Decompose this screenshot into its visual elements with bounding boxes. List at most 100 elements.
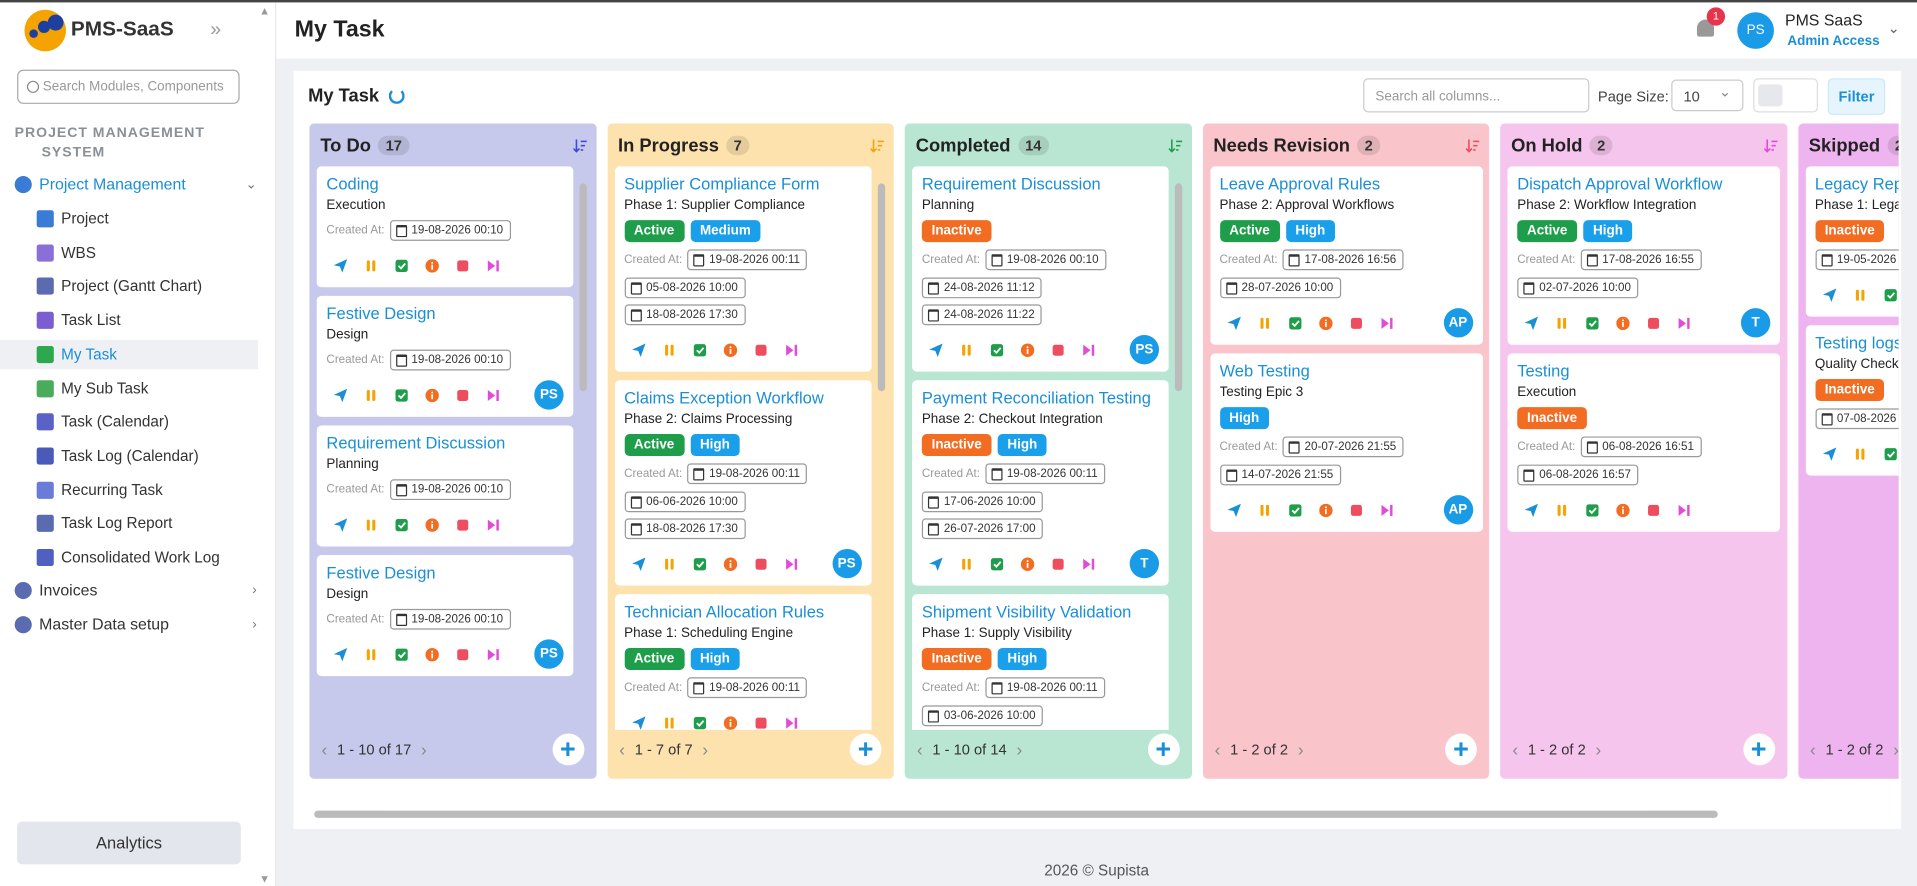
info-action[interactable] <box>1020 342 1035 357</box>
menu-item[interactable]: My Task <box>0 339 258 369</box>
complete-action[interactable] <box>693 557 706 570</box>
task-card[interactable]: Requirement Discussion Planning Created At… <box>316 425 574 547</box>
next-page[interactable]: › <box>1893 739 1899 760</box>
pause-action[interactable] <box>662 557 675 570</box>
vertical-scrollbar[interactable] <box>876 169 886 728</box>
prev-page[interactable]: ‹ <box>916 739 923 760</box>
pause-action[interactable] <box>1853 447 1866 460</box>
prev-page[interactable]: ‹ <box>1810 739 1816 760</box>
task-title[interactable]: Technician Allocation Rules <box>624 602 825 622</box>
stop-action[interactable] <box>1349 503 1362 516</box>
send-action[interactable] <box>1822 446 1836 461</box>
pause-action[interactable] <box>364 259 377 272</box>
send-action[interactable] <box>1226 503 1241 517</box>
info-action[interactable] <box>723 715 737 730</box>
send-action[interactable] <box>333 258 348 273</box>
sort-button[interactable] <box>870 138 884 153</box>
task-card[interactable]: Testing Execution Inactive Created At: 06-08… <box>1507 353 1781 532</box>
task-title[interactable]: Coding <box>326 174 379 194</box>
menu-item[interactable]: Task List <box>0 306 258 335</box>
analytics-button[interactable]: Analytics <box>17 821 241 865</box>
board-view[interactable] <box>1758 84 1783 107</box>
list-view[interactable] <box>1789 84 1813 106</box>
task-card[interactable]: Legacy Rep Phase 1: Legac Inactive 19-05-20… <box>1805 166 1899 317</box>
complete-action[interactable] <box>395 259 408 272</box>
skip-action[interactable] <box>487 647 500 660</box>
collapse-button[interactable]: » <box>210 19 222 41</box>
pause-action[interactable] <box>1853 288 1866 301</box>
vertical-scrollbar[interactable] <box>578 169 588 728</box>
next-page[interactable]: › <box>1297 739 1304 760</box>
horizontal-scrollbar[interactable] <box>300 808 1899 820</box>
pause-action[interactable] <box>1555 503 1568 516</box>
stop-action[interactable] <box>754 343 767 356</box>
complete-action[interactable] <box>693 343 706 356</box>
pause-action[interactable] <box>1555 316 1568 329</box>
assignee-avatar[interactable]: T <box>1129 548 1160 579</box>
complete-action[interactable] <box>395 647 408 661</box>
info-action[interactable] <box>723 342 737 357</box>
stop-action[interactable] <box>456 388 469 401</box>
add-task[interactable]: + <box>1147 733 1180 766</box>
task-card[interactable]: Payment Reconciliation Testing Phase 2: C… <box>912 380 1169 586</box>
prev-page[interactable]: ‹ <box>1214 739 1221 760</box>
task-card[interactable]: Requirement Discussion Planning Inactive Cr… <box>912 166 1169 372</box>
pause-action[interactable] <box>960 343 973 356</box>
stop-action[interactable] <box>456 518 469 531</box>
skip-action[interactable] <box>784 716 797 729</box>
task-title[interactable]: Web Testing <box>1219 361 1310 381</box>
task-title[interactable]: Testing <box>1517 361 1570 381</box>
prev-page[interactable]: ‹ <box>321 739 328 760</box>
complete-action[interactable] <box>395 388 408 402</box>
stop-action[interactable] <box>754 716 767 729</box>
send-action[interactable] <box>631 556 645 571</box>
pause-action[interactable] <box>1257 316 1270 329</box>
pause-action[interactable] <box>1257 503 1270 516</box>
add-task[interactable]: + <box>849 733 882 766</box>
user-menu[interactable]: ⌄ <box>1887 19 1900 37</box>
task-card[interactable]: Festive Design Design Created At: 19-08-202… <box>316 295 574 417</box>
task-card[interactable]: Supplier Compliance Form Phase 1: Supplie… <box>614 166 872 372</box>
task-title[interactable]: Festive Design <box>326 563 436 582</box>
vertical-scrollbar[interactable] <box>1174 169 1184 728</box>
send-action[interactable] <box>333 647 348 661</box>
task-card[interactable]: Coding Execution Created At: 19-08-2026 00:… <box>316 166 574 288</box>
menu-item[interactable]: Task Log (Calendar) <box>0 441 258 470</box>
menu-item[interactable]: Recurring Task <box>0 475 258 504</box>
stop-action[interactable] <box>1647 316 1660 329</box>
info-action[interactable] <box>425 258 439 273</box>
task-card[interactable]: Leave Approval Rules Phase 2: Approval Wo… <box>1209 166 1483 345</box>
assignee-avatar[interactable]: PS <box>534 380 564 410</box>
complete-action[interactable] <box>990 557 1004 570</box>
task-card[interactable]: Technician Allocation Rules Phase 1: Sche… <box>614 594 872 730</box>
scroll-up[interactable]: ▲ <box>259 4 271 18</box>
task-title[interactable]: Supplier Compliance Form <box>624 174 820 194</box>
send-action[interactable] <box>929 556 943 571</box>
task-title[interactable]: Leave Approval Rules <box>1219 174 1381 194</box>
prev-page[interactable]: ‹ <box>619 739 625 760</box>
add-task[interactable]: + <box>551 733 584 766</box>
send-action[interactable] <box>333 517 348 532</box>
stop-action[interactable] <box>456 259 469 272</box>
info-action[interactable] <box>723 556 737 571</box>
task-card[interactable]: Claims Exception Workflow Phase 2: Claims… <box>614 380 872 586</box>
assignee-avatar[interactable]: PS <box>534 639 564 669</box>
next-page[interactable]: › <box>1016 739 1023 760</box>
complete-action[interactable] <box>1883 447 1897 460</box>
menu-item[interactable]: Project <box>0 204 258 233</box>
skip-action[interactable] <box>487 388 500 401</box>
skip-action[interactable] <box>1677 503 1690 516</box>
assignee-avatar[interactable]: AP <box>1443 308 1473 338</box>
pause-action[interactable] <box>960 557 973 570</box>
skip-action[interactable] <box>1082 343 1095 356</box>
complete-action[interactable] <box>1883 288 1897 301</box>
complete-action[interactable] <box>1288 503 1301 516</box>
sort-button[interactable] <box>1763 138 1778 153</box>
next-page[interactable]: › <box>1595 739 1602 760</box>
stop-action[interactable] <box>1051 343 1064 356</box>
task-card[interactable]: Festive Design Design Created At: 19-08-202… <box>316 555 574 677</box>
skip-action[interactable] <box>487 259 500 272</box>
menu-item[interactable]: WBS <box>0 238 258 267</box>
skip-action[interactable] <box>784 343 797 356</box>
pause-action[interactable] <box>364 388 377 401</box>
